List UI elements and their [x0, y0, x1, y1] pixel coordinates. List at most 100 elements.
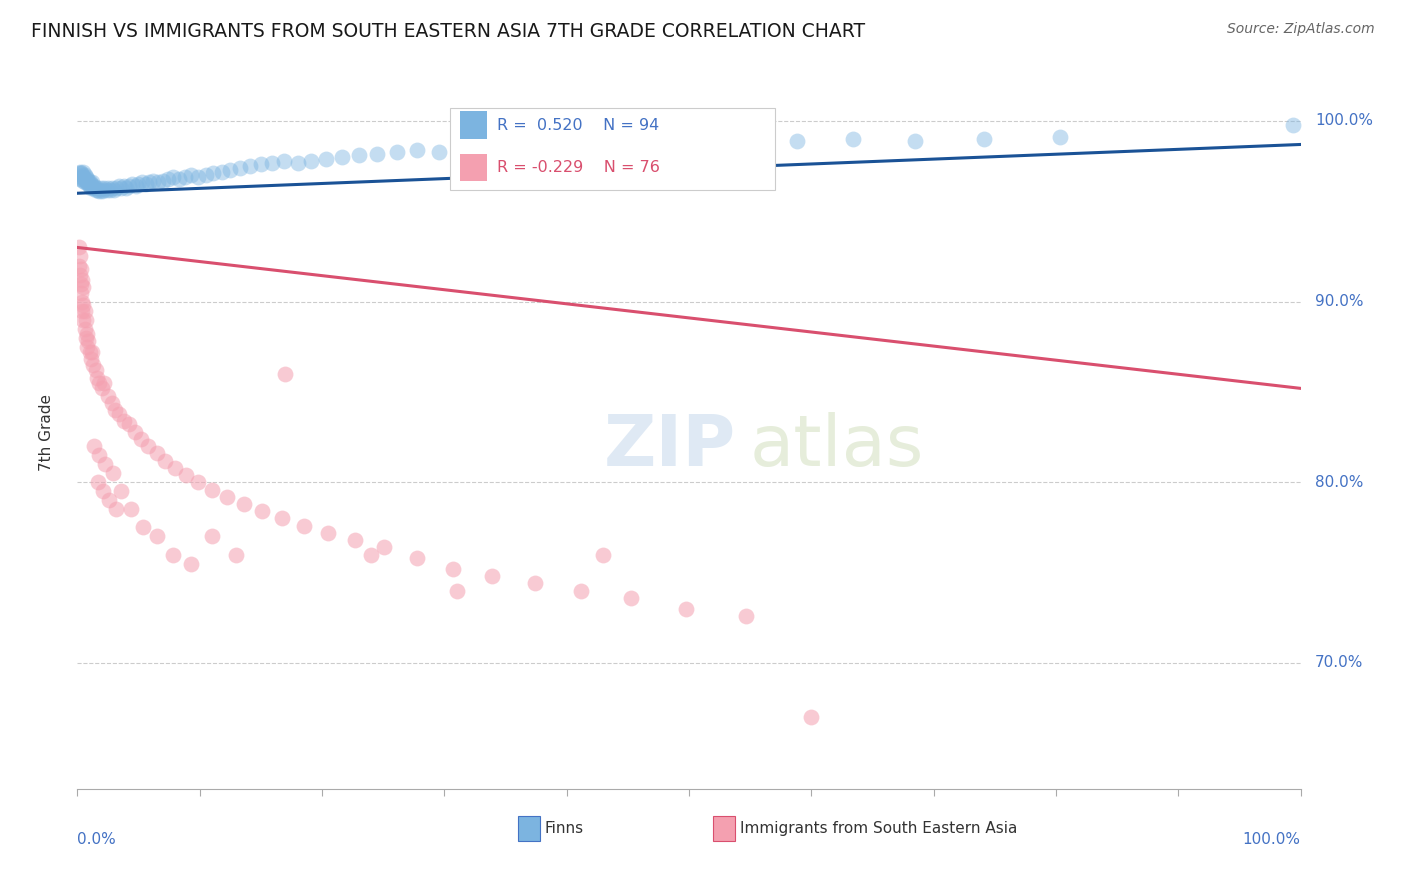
Point: [100, 181, 122, 195]
Point: [645, 136, 668, 150]
Point: [70, 273, 93, 287]
Point: [569, 583, 592, 598]
Point: [146, 529, 169, 543]
Point: [70, 168, 93, 182]
Point: [93, 376, 115, 390]
Point: [90, 181, 112, 195]
Point: [112, 179, 135, 194]
Point: [239, 159, 262, 173]
Point: [76, 171, 98, 186]
Point: [688, 137, 710, 152]
Point: [120, 502, 142, 516]
Point: [215, 490, 238, 504]
Text: FINNISH VS IMMIGRANTS FROM SOUTH EASTERN ASIA 7TH GRADE CORRELATION CHART: FINNISH VS IMMIGRANTS FROM SOUTH EASTERN…: [31, 22, 865, 41]
Point: [72, 169, 94, 184]
Point: [76, 340, 98, 354]
Point: [842, 132, 865, 146]
Point: [735, 609, 758, 624]
Point: [105, 181, 128, 195]
Point: [80, 179, 103, 194]
Point: [100, 396, 122, 410]
Text: 80.0%: 80.0%: [1315, 475, 1364, 490]
Point: [174, 468, 197, 483]
Point: [70, 169, 93, 184]
Point: [180, 557, 202, 571]
Point: [129, 432, 152, 446]
Point: [110, 484, 132, 499]
Point: [142, 173, 165, 187]
Point: [202, 166, 225, 180]
Text: Immigrants from South Eastern Asia: Immigrants from South Eastern Asia: [741, 822, 1018, 836]
Point: [97, 388, 120, 402]
Point: [121, 178, 143, 192]
Point: [125, 179, 148, 194]
Point: [675, 601, 697, 615]
Point: [70, 262, 93, 277]
Point: [93, 181, 115, 195]
Point: [373, 541, 395, 555]
Point: [167, 171, 190, 186]
Point: [155, 453, 177, 467]
Point: [343, 533, 366, 548]
Point: [75, 173, 97, 187]
Point: [73, 303, 96, 318]
Point: [98, 493, 121, 508]
Point: [72, 164, 94, 178]
Point: [315, 152, 337, 166]
Point: [105, 502, 128, 516]
Text: 100.0%: 100.0%: [1243, 832, 1301, 847]
Point: [103, 183, 125, 197]
Point: [72, 280, 94, 294]
Point: [219, 162, 242, 177]
Point: [87, 475, 110, 490]
Point: [101, 467, 124, 481]
Point: [67, 166, 90, 180]
Point: [366, 146, 388, 161]
Point: [80, 345, 103, 359]
Point: [250, 157, 273, 171]
Point: [187, 169, 209, 184]
Point: [77, 334, 100, 349]
Point: [96, 183, 118, 197]
Point: [70, 285, 93, 300]
Point: [76, 327, 98, 342]
Point: [69, 164, 91, 178]
Point: [146, 446, 169, 460]
Point: [84, 183, 107, 197]
Point: [292, 518, 315, 533]
Point: [80, 178, 103, 192]
Point: [72, 312, 94, 326]
Point: [104, 403, 127, 417]
Point: [523, 576, 546, 591]
Text: Finns: Finns: [544, 822, 583, 836]
Point: [250, 504, 273, 518]
Point: [481, 569, 503, 583]
Point: [97, 181, 120, 195]
Point: [592, 548, 614, 562]
Point: [86, 181, 108, 195]
Point: [973, 132, 995, 146]
Point: [70, 166, 93, 180]
Point: [165, 460, 187, 475]
Point: [453, 143, 475, 157]
Point: [360, 548, 382, 562]
Point: [537, 141, 560, 155]
Point: [75, 169, 97, 184]
Point: [260, 155, 283, 169]
Point: [569, 139, 592, 153]
Point: [316, 525, 339, 540]
Point: [274, 367, 297, 381]
Point: [72, 298, 94, 312]
Point: [79, 345, 101, 359]
Point: [91, 183, 114, 197]
Point: [1282, 118, 1305, 132]
Point: [429, 145, 451, 159]
Point: [506, 139, 529, 153]
Point: [89, 185, 111, 199]
Point: [135, 178, 157, 192]
Point: [441, 562, 464, 576]
Point: [201, 483, 224, 497]
Point: [82, 358, 104, 372]
Point: [152, 173, 174, 187]
Point: [118, 417, 141, 432]
